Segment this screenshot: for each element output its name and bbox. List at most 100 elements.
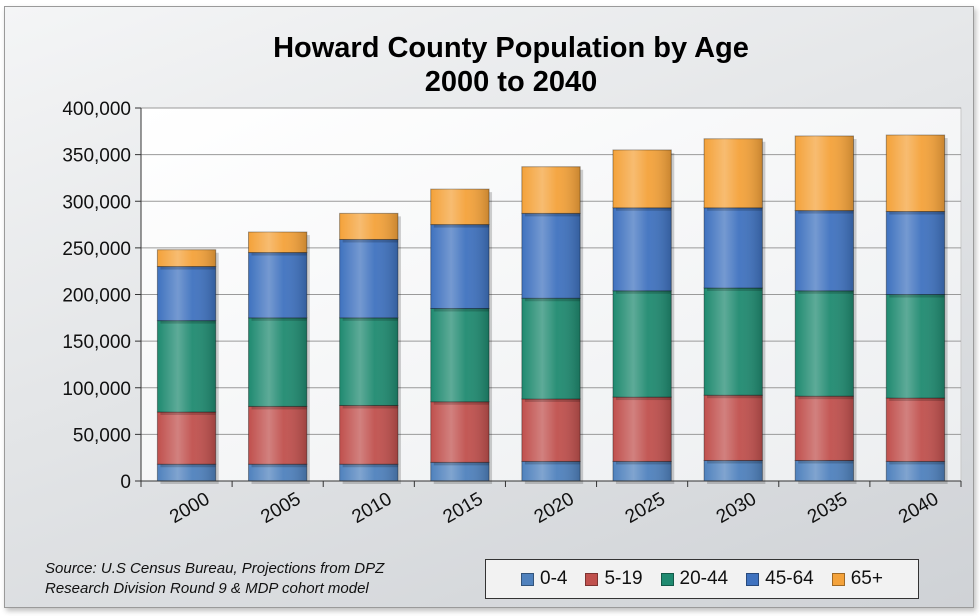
bar-segment-20-44 xyxy=(156,320,219,415)
bar-segment-20-44 xyxy=(248,317,310,410)
bar-highlight xyxy=(521,166,581,214)
source-line-1: Source: U.S Census Bureau, Projections f… xyxy=(45,560,385,577)
bar-highlight xyxy=(430,308,490,402)
bar-highlight xyxy=(339,317,398,406)
bar-highlight xyxy=(248,406,307,465)
bar-segment-0-4 xyxy=(612,460,675,484)
x-tick-label: 2035 xyxy=(804,489,851,528)
bar-segment-45-64 xyxy=(156,266,219,324)
bar-segment-0-4 xyxy=(703,459,766,484)
y-tick-label: 250,000 xyxy=(62,239,131,260)
bar-segment-65+ xyxy=(794,135,857,214)
bar-segment-45-64 xyxy=(612,207,675,294)
chart-frame: Howard County Population by Age 2000 to … xyxy=(4,6,974,608)
bar-segment-5-19 xyxy=(248,405,310,468)
bar-segment-5-19 xyxy=(612,396,675,465)
legend-item-5-19: 5-19 xyxy=(585,568,643,590)
bar-highlight xyxy=(704,460,763,481)
x-tick-label: 2015 xyxy=(440,489,487,528)
bar-segment-45-64 xyxy=(521,212,584,302)
bar-segment-0-4 xyxy=(430,461,493,484)
bar-highlight xyxy=(886,294,945,399)
chart-svg: Howard County Population by Age 2000 to … xyxy=(62,32,962,528)
legend-label: 0-4 xyxy=(540,568,568,589)
legend-swatch xyxy=(746,572,760,586)
bar-segment-5-19 xyxy=(885,397,948,465)
bar-segment-5-19 xyxy=(156,411,219,468)
bar-highlight xyxy=(157,464,216,481)
bar-segment-45-64 xyxy=(794,210,857,294)
bar-segment-65+ xyxy=(430,188,493,228)
bar-highlight xyxy=(248,252,307,318)
bar-highlight xyxy=(339,464,398,481)
legend-label: 5-19 xyxy=(604,568,643,589)
bar-segment-20-44 xyxy=(430,307,493,405)
x-tick-label: 2010 xyxy=(348,489,395,528)
bar-segment-65+ xyxy=(703,138,766,211)
bar-highlight xyxy=(521,298,581,399)
bar-highlight xyxy=(704,287,763,396)
bar-highlight xyxy=(704,395,763,461)
x-tick-label: 2030 xyxy=(713,489,760,528)
chart-title-line2: 2000 to 2040 xyxy=(425,66,598,98)
bar-segment-5-19 xyxy=(703,394,766,464)
bar-highlight xyxy=(430,224,490,309)
x-tick-label: 2005 xyxy=(257,489,304,528)
bar-highlight xyxy=(157,320,216,412)
bar-highlight xyxy=(612,397,672,462)
bar-highlight xyxy=(157,249,216,267)
bar-highlight xyxy=(795,135,854,211)
y-tick-label: 50,000 xyxy=(73,425,131,446)
source-note: Source: U.S Census Bureau, Projections f… xyxy=(45,559,465,599)
bar-segment-65+ xyxy=(885,134,948,215)
bar-segment-65+ xyxy=(156,249,219,270)
x-axis: 2000 2005 2010 2015 2020 2025 2030 2035 2040 xyxy=(140,480,962,528)
legend-label: 65+ xyxy=(850,568,883,589)
bar-segment-65+ xyxy=(521,166,584,217)
bar-highlight xyxy=(521,398,581,462)
bar-highlight xyxy=(795,210,854,291)
bar-segment-65+ xyxy=(612,149,675,211)
bars xyxy=(156,134,948,484)
bar-highlight xyxy=(339,239,398,318)
legend-label: 20-44 xyxy=(679,568,729,589)
legend-swatch xyxy=(660,572,674,586)
bar-segment-0-4 xyxy=(885,460,948,484)
bar-highlight xyxy=(886,398,945,462)
y-tick-label: 300,000 xyxy=(62,192,131,213)
bar-highlight xyxy=(795,396,854,461)
bar-highlight xyxy=(521,461,581,481)
bar-highlight xyxy=(339,405,398,465)
bar-segment-5-19 xyxy=(430,401,493,466)
bar-segment-0-4 xyxy=(156,463,219,484)
bar-highlight xyxy=(248,232,307,253)
y-tick-label: 350,000 xyxy=(62,146,131,167)
bar-segment-0-4 xyxy=(339,463,401,484)
bar-segment-20-44 xyxy=(794,290,857,400)
legend-item-45-64: 45-64 xyxy=(746,568,814,590)
y-axis: 0 50,000 100,000 150,000 200,000 250,000 300,0… xyxy=(62,99,142,493)
bar-highlight xyxy=(612,290,672,398)
legend-item-65+: 65+ xyxy=(831,568,883,590)
bar-highlight xyxy=(430,401,490,463)
bar-highlight xyxy=(612,207,672,291)
bar-highlight xyxy=(521,213,581,299)
bar-highlight xyxy=(886,461,945,481)
bar-highlight xyxy=(339,213,398,240)
bar-segment-45-64 xyxy=(703,207,766,291)
bar-segment-5-19 xyxy=(521,398,584,465)
bar-highlight xyxy=(704,207,763,288)
bar-highlight xyxy=(795,460,854,481)
bar-segment-20-44 xyxy=(521,297,584,402)
bar-segment-20-44 xyxy=(612,290,675,401)
legend-swatch xyxy=(521,572,535,586)
legend-item-0-4: 0-4 xyxy=(521,568,567,590)
source-line-2: Research Division Round 9 & MDP cohort m… xyxy=(45,580,369,597)
legend-item-20-44: 20-44 xyxy=(660,568,729,590)
bar-highlight xyxy=(430,189,490,225)
bar-segment-45-64 xyxy=(885,211,948,298)
y-tick-label: 400,000 xyxy=(62,99,131,120)
bar-highlight xyxy=(704,138,763,208)
bar-highlight xyxy=(157,411,216,465)
bar-highlight xyxy=(430,462,490,481)
